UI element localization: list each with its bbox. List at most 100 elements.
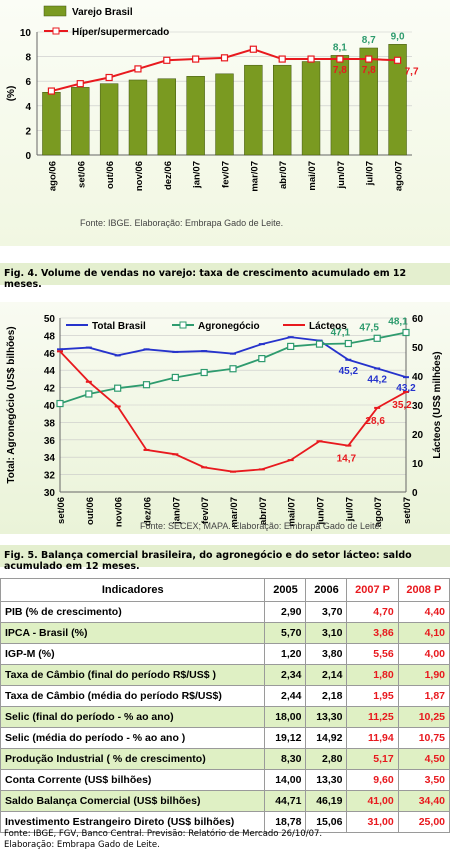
header-indicadores: Indicadores: [0, 578, 266, 602]
point-hiper: [249, 45, 257, 53]
cell-2008p: 25,00: [397, 811, 450, 833]
cell-2008p: 1,87: [397, 685, 450, 707]
x-tick-label: jun/07: [336, 161, 347, 189]
bar-varejo: [99, 83, 119, 156]
cell-2008p: 4,50: [397, 748, 450, 770]
row-label: Selic (média do período - % ao ano ): [0, 727, 266, 749]
data-label-hiper: 7,7: [405, 66, 419, 77]
x-tick-label: nov/06: [114, 497, 125, 527]
x-tick-label: ago/07: [394, 161, 405, 191]
row-label: Taxa de Câmbio (média do período R$/US$): [0, 685, 266, 707]
point-series-1: [402, 328, 410, 337]
table-row: IPCA - Brasil (%) 5,70 3,10 3,86 4,10: [0, 622, 450, 644]
data-label: 47,5: [359, 322, 379, 333]
cell-2005: 8,30: [264, 748, 307, 770]
point-series-1: [85, 390, 93, 398]
point-series-1: [142, 381, 151, 389]
y-tick-label: 0: [25, 151, 31, 162]
x-tick-label: jul/07: [344, 497, 355, 522]
x-tick-label: set/07: [402, 497, 413, 524]
cell-2006: 13,30: [305, 706, 348, 728]
y-tick-label: 6: [25, 77, 31, 88]
row-label: Taxa de Câmbio (final do período R$/US$ …: [0, 664, 266, 686]
indicators-table: Indicadores 2005 2006 2007 P 2008 P PIB …: [0, 578, 450, 833]
point-series-1: [200, 368, 208, 377]
x-tick-label: fev/07: [200, 497, 211, 524]
point-hiper: [192, 55, 200, 63]
table-row: Taxa de Câmbio (final do período R$/US$ …: [0, 664, 450, 686]
x-tick-label: ago/06: [47, 161, 58, 191]
table-row: Saldo Balança Comercial (US$ bilhões) 44,…: [0, 790, 450, 812]
cell-2007p: 9,60: [346, 769, 399, 791]
data-label-varejo: 9,0: [391, 31, 405, 42]
bar-varejo: [301, 61, 321, 156]
cell-2007p: 5,56: [346, 643, 399, 665]
cell-2006: 2,14: [305, 664, 348, 686]
bar-varejo: [244, 64, 263, 156]
header-2005: 2005: [264, 578, 307, 602]
table-row: Selic (média do período - % ao ano ) 19,1…: [0, 727, 450, 749]
legend-marker-hiper: [52, 27, 60, 35]
point-series-1: [287, 342, 295, 351]
data-label-hiper: 7,8: [333, 65, 347, 76]
y-tick-label: 2: [25, 126, 31, 137]
cell-2008p: 4,40: [397, 601, 450, 623]
data-label: 48,1: [388, 317, 408, 328]
data-label: 35,2: [392, 400, 412, 411]
cell-2006: 3,80: [305, 643, 348, 665]
cell-2007p: 4,70: [346, 601, 399, 623]
cell-2006: 14,92: [305, 727, 348, 749]
chart-source: Fonte: SECEX; MAPA. Elaboração: Embrapa …: [140, 521, 382, 531]
bar-varejo: [186, 76, 205, 156]
chart-retail-sales: 0 2 4 6 8 10 (%) 8,1 8,7 9,0 7,8 7,8 7,7 ago/06 set/06…: [0, 0, 450, 246]
point-hiper: [336, 55, 344, 63]
data-label: 45,2: [339, 366, 359, 377]
bar-varejo: [157, 78, 177, 156]
bar-varejo: [330, 55, 350, 156]
data-label-varejo: 8,1: [333, 42, 347, 53]
cell-2007p: 11,94: [346, 727, 399, 749]
row-label: IGP-M (%): [0, 643, 266, 665]
x-tick-label: abr/07: [258, 497, 269, 525]
row-label: Investimento Estrangeiro Direto (US$ bil…: [0, 811, 266, 833]
point-hiper: [76, 80, 84, 88]
x-tick-label: jan/07: [192, 161, 203, 189]
data-label-varejo: 8,7: [362, 35, 376, 46]
cell-2005: 2,34: [264, 664, 307, 686]
cell-2008p: 10,75: [397, 727, 450, 749]
x-tick-label: jul/07: [365, 161, 376, 186]
footnote-source: Fonte: IBGE, FGV, Banco Central. Previsã…: [4, 829, 323, 839]
cell-2005: 18,00: [264, 706, 307, 728]
cell-2006: 3,10: [305, 622, 348, 644]
x-tick-label: dez/06: [163, 161, 174, 190]
cell-2005: 2,90: [264, 601, 307, 623]
cell-2005: 14,00: [264, 769, 307, 791]
point-series-1: [373, 334, 381, 342]
row-label: Saldo Balança Comercial (US$ bilhões): [0, 790, 266, 812]
point-hiper: [134, 65, 142, 73]
x-tick-label: jan/07: [171, 497, 182, 525]
chart-retail-sales-svg: 0 2 4 6 8 10 (%) 8,1 8,7 9,0 7,8 7,8 7,7 ago/06 set/06…: [6, 5, 419, 228]
point-series-1: [56, 399, 64, 408]
y2-tick-label: 60: [412, 314, 424, 325]
table-row: Taxa de Câmbio (média do período R$/US$)…: [0, 685, 450, 707]
cell-2007p: 1,95: [346, 685, 399, 707]
cell-2005: 19,12: [264, 727, 307, 749]
legend-label-hiper: Híper/supermercado: [72, 27, 169, 38]
x-tick-label: set/06: [76, 161, 87, 188]
x-tick-label: mai/07: [287, 497, 298, 527]
cell-2008p: 1,90: [397, 664, 450, 686]
chart-trade-balance-svg: 30 32 34 36 38 40 42 44 46 48 50 0 10 20 30 40 50 60 Total…: [6, 314, 443, 531]
point-hiper: [393, 56, 402, 64]
footnote-elaboration: Elaboração: Embrapa Gado de Leite.: [4, 840, 160, 850]
row-label: IPCA - Brasil (%): [0, 622, 266, 644]
y-tick-label: 42: [44, 384, 56, 395]
y2-tick-label: 10: [412, 459, 424, 470]
cell-2007p: 41,00: [346, 790, 399, 812]
legend-label-0: Total Brasil: [92, 321, 146, 332]
point-hiper: [163, 56, 171, 64]
row-label: Selic (final do período - % ao ano): [0, 706, 266, 728]
legend-swatch-varejo: [43, 5, 67, 17]
point-hiper: [105, 73, 113, 82]
table-row: IGP-M (%) 1,20 3,80 5,56 4,00: [0, 643, 450, 665]
